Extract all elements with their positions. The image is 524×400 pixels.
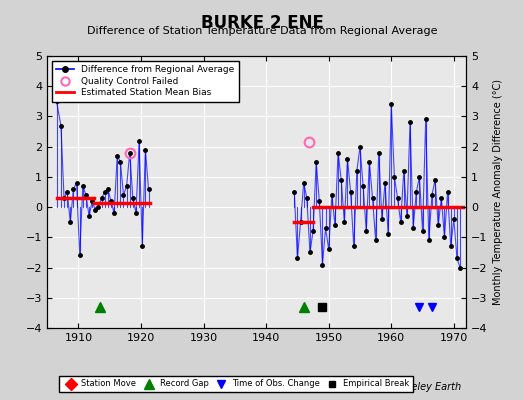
Text: BURKE 2 ENE: BURKE 2 ENE [201, 14, 323, 32]
Legend: Difference from Regional Average, Quality Control Failed, Estimated Station Mean: Difference from Regional Average, Qualit… [52, 60, 239, 102]
Text: Difference of Station Temperature Data from Regional Average: Difference of Station Temperature Data f… [87, 26, 437, 36]
Y-axis label: Monthly Temperature Anomaly Difference (°C): Monthly Temperature Anomaly Difference (… [493, 79, 503, 305]
Text: Berkeley Earth: Berkeley Earth [389, 382, 461, 392]
Legend: Station Move, Record Gap, Time of Obs. Change, Empirical Break: Station Move, Record Gap, Time of Obs. C… [59, 376, 413, 392]
